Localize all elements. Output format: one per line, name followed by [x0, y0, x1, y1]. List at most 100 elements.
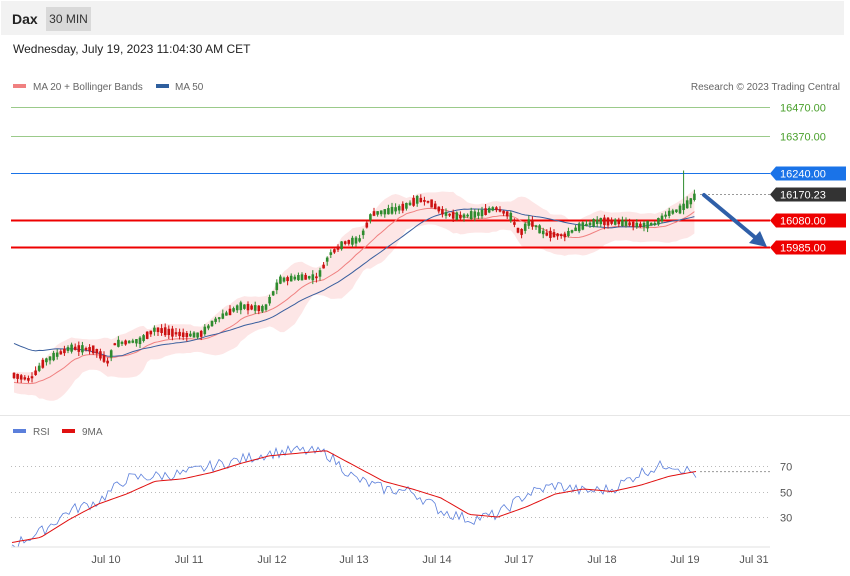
candle — [459, 211, 462, 220]
rsi-legend-label: RSI — [33, 427, 50, 438]
candle — [635, 219, 639, 229]
level-badge-5 — [770, 240, 846, 255]
candle — [552, 229, 556, 238]
candle — [307, 275, 311, 280]
level-label-2: 16240.00 — [780, 169, 826, 181]
candle — [567, 227, 570, 238]
candle — [671, 208, 675, 215]
x-tick-label: Jul 11 — [175, 554, 204, 566]
candle — [253, 301, 257, 314]
candle — [484, 203, 487, 216]
candle — [70, 342, 73, 354]
candle — [149, 330, 153, 337]
candle — [55, 349, 59, 360]
candle — [599, 217, 603, 228]
candle — [556, 232, 559, 240]
candle — [257, 305, 261, 315]
candle — [174, 327, 178, 337]
candle — [401, 201, 405, 214]
candle — [621, 216, 624, 227]
candle — [221, 309, 225, 320]
forecast-arrow — [702, 193, 767, 247]
candle — [37, 362, 41, 373]
candle — [531, 216, 534, 230]
candle — [336, 244, 340, 253]
candle — [559, 233, 563, 239]
ma50-legend-label: MA 50 — [175, 82, 204, 93]
candle — [642, 220, 646, 232]
candle — [153, 325, 156, 336]
rsi-ma-line — [11, 450, 697, 543]
candle — [52, 350, 55, 362]
candle — [261, 304, 264, 314]
chart-datetime: Wednesday, July 19, 2023 11:04:30 AM CET — [13, 42, 251, 56]
header-bar: Dax 30 MIN — [1, 1, 844, 35]
candle — [660, 213, 664, 224]
candle — [30, 372, 34, 383]
candle — [426, 200, 430, 204]
candle — [16, 373, 19, 383]
candle — [239, 300, 243, 315]
candle — [12, 372, 16, 380]
candle — [207, 324, 210, 331]
candle — [441, 206, 444, 218]
candle — [613, 218, 617, 226]
candle — [66, 345, 70, 354]
candle — [246, 301, 250, 315]
candle — [595, 216, 599, 228]
candle — [383, 209, 387, 218]
candle — [646, 220, 649, 233]
candle — [282, 276, 286, 283]
ma20-legend-label: MA 20 + Bollinger Bands — [33, 82, 143, 93]
candle — [581, 221, 585, 231]
candle — [628, 218, 631, 227]
candle — [491, 206, 495, 212]
candle — [45, 357, 48, 366]
candle — [311, 270, 315, 285]
candle — [343, 240, 347, 246]
candle — [19, 374, 23, 383]
candle — [102, 351, 106, 363]
candle — [131, 338, 135, 344]
candle — [185, 330, 189, 342]
candle — [163, 323, 167, 337]
candle — [477, 208, 480, 220]
credit-label: Research © 2023 Trading Central — [691, 82, 840, 93]
candle — [181, 328, 185, 341]
candle — [243, 304, 246, 310]
bollinger-band-layer — [14, 189, 695, 401]
candle — [570, 229, 574, 234]
instrument-title: Dax — [12, 11, 38, 27]
candle — [394, 203, 397, 215]
candle — [685, 196, 689, 209]
candle — [156, 327, 160, 336]
candle — [487, 206, 491, 214]
candle — [592, 218, 595, 228]
rsi-ma-legend-swatch — [62, 429, 75, 433]
level-label-4: 16080.00 — [780, 216, 826, 228]
candle — [653, 220, 657, 227]
timeframe-button[interactable]: 30 MIN — [46, 7, 91, 31]
candle — [210, 320, 214, 327]
candle — [541, 227, 545, 239]
candle — [451, 209, 455, 222]
candle — [271, 290, 275, 296]
candle — [361, 228, 365, 239]
candle — [545, 229, 549, 237]
candle — [588, 220, 592, 228]
candle — [523, 222, 527, 234]
candle — [693, 189, 696, 202]
candle — [667, 207, 671, 219]
candle — [448, 213, 451, 218]
moving-average-layer — [13, 207, 695, 385]
candle — [405, 202, 408, 211]
candle — [462, 213, 466, 222]
candle — [563, 231, 567, 242]
candle — [329, 249, 333, 258]
candle — [286, 275, 289, 286]
candle — [264, 303, 268, 312]
candle — [516, 227, 520, 234]
candle — [160, 324, 163, 336]
